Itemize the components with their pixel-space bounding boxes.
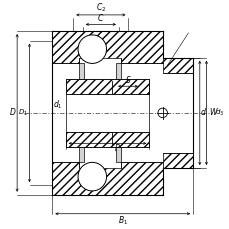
Polygon shape [162,153,192,168]
Text: $C$: $C$ [97,12,104,23]
Text: d: d [200,108,205,117]
Circle shape [157,108,167,118]
Polygon shape [116,147,120,162]
Text: $D_1$: $D_1$ [17,108,27,118]
Polygon shape [162,58,192,73]
Text: D: D [9,108,15,117]
Text: W: W [208,108,216,117]
Text: $C_2$: $C_2$ [95,1,106,14]
Polygon shape [52,162,162,195]
Text: $B_1$: $B_1$ [117,215,127,227]
Polygon shape [79,147,83,162]
Polygon shape [65,132,149,147]
Text: $d_3$: $d_3$ [214,108,223,118]
Circle shape [78,162,106,191]
Polygon shape [79,63,83,79]
Polygon shape [116,63,120,79]
Text: $d_1$: $d_1$ [53,98,63,111]
Polygon shape [52,31,162,63]
Circle shape [78,35,106,63]
Text: S: S [125,76,130,85]
Text: B: B [114,144,119,153]
Polygon shape [65,79,149,94]
